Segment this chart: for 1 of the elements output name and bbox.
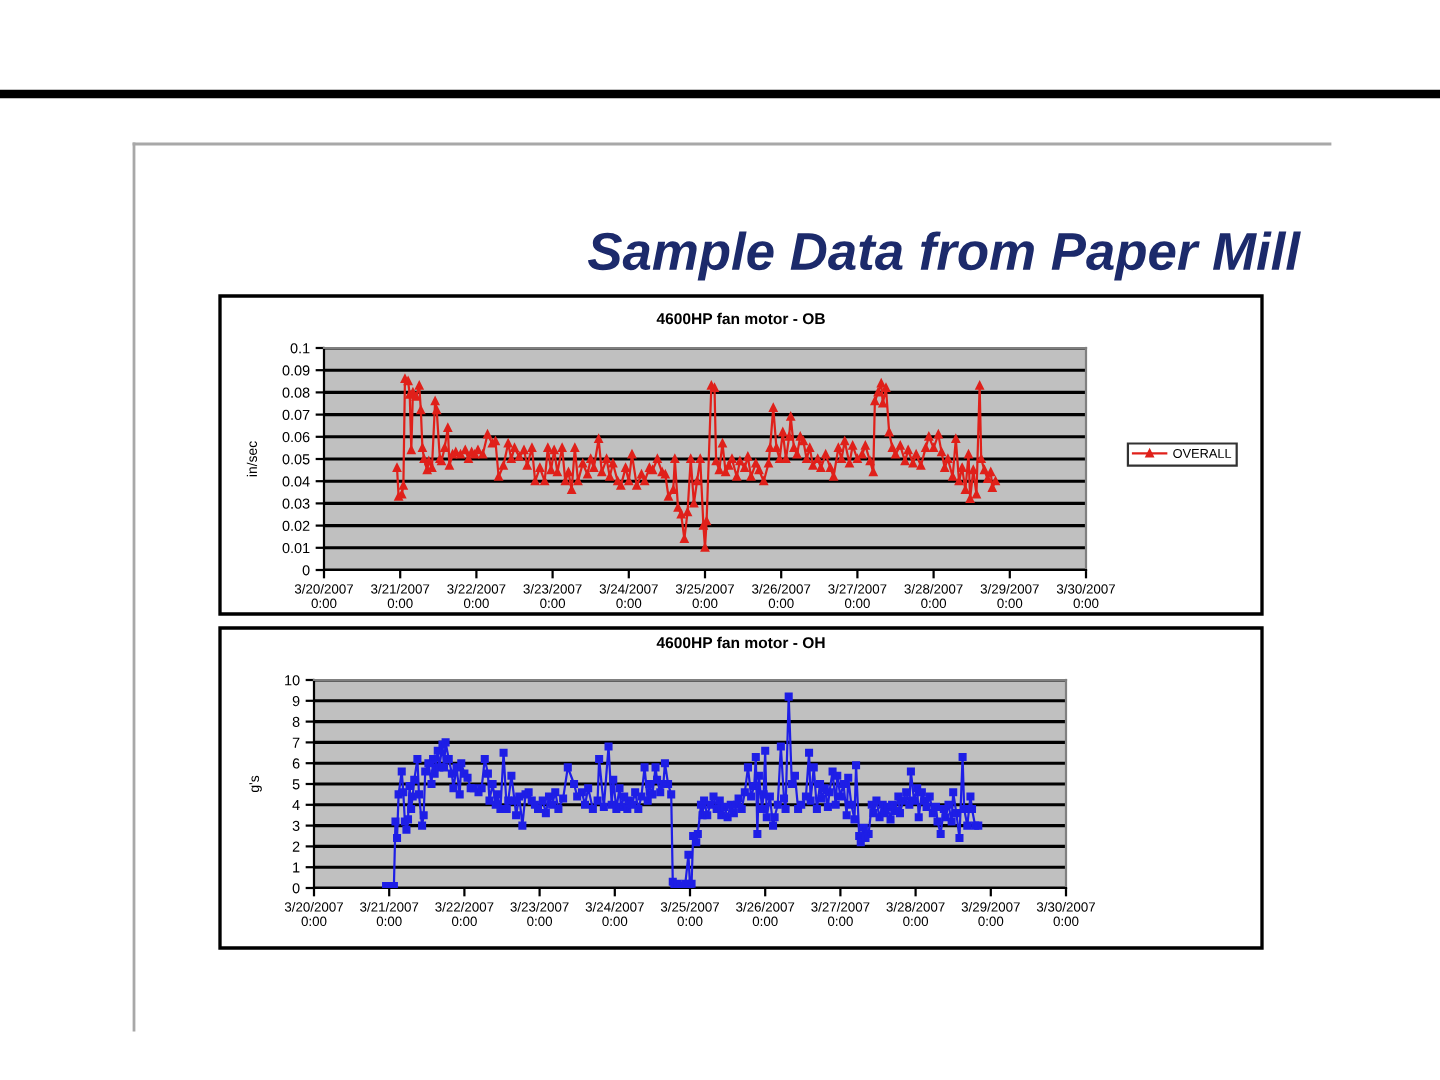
text: Sample Data from Paper Mill (587, 231, 1301, 281)
